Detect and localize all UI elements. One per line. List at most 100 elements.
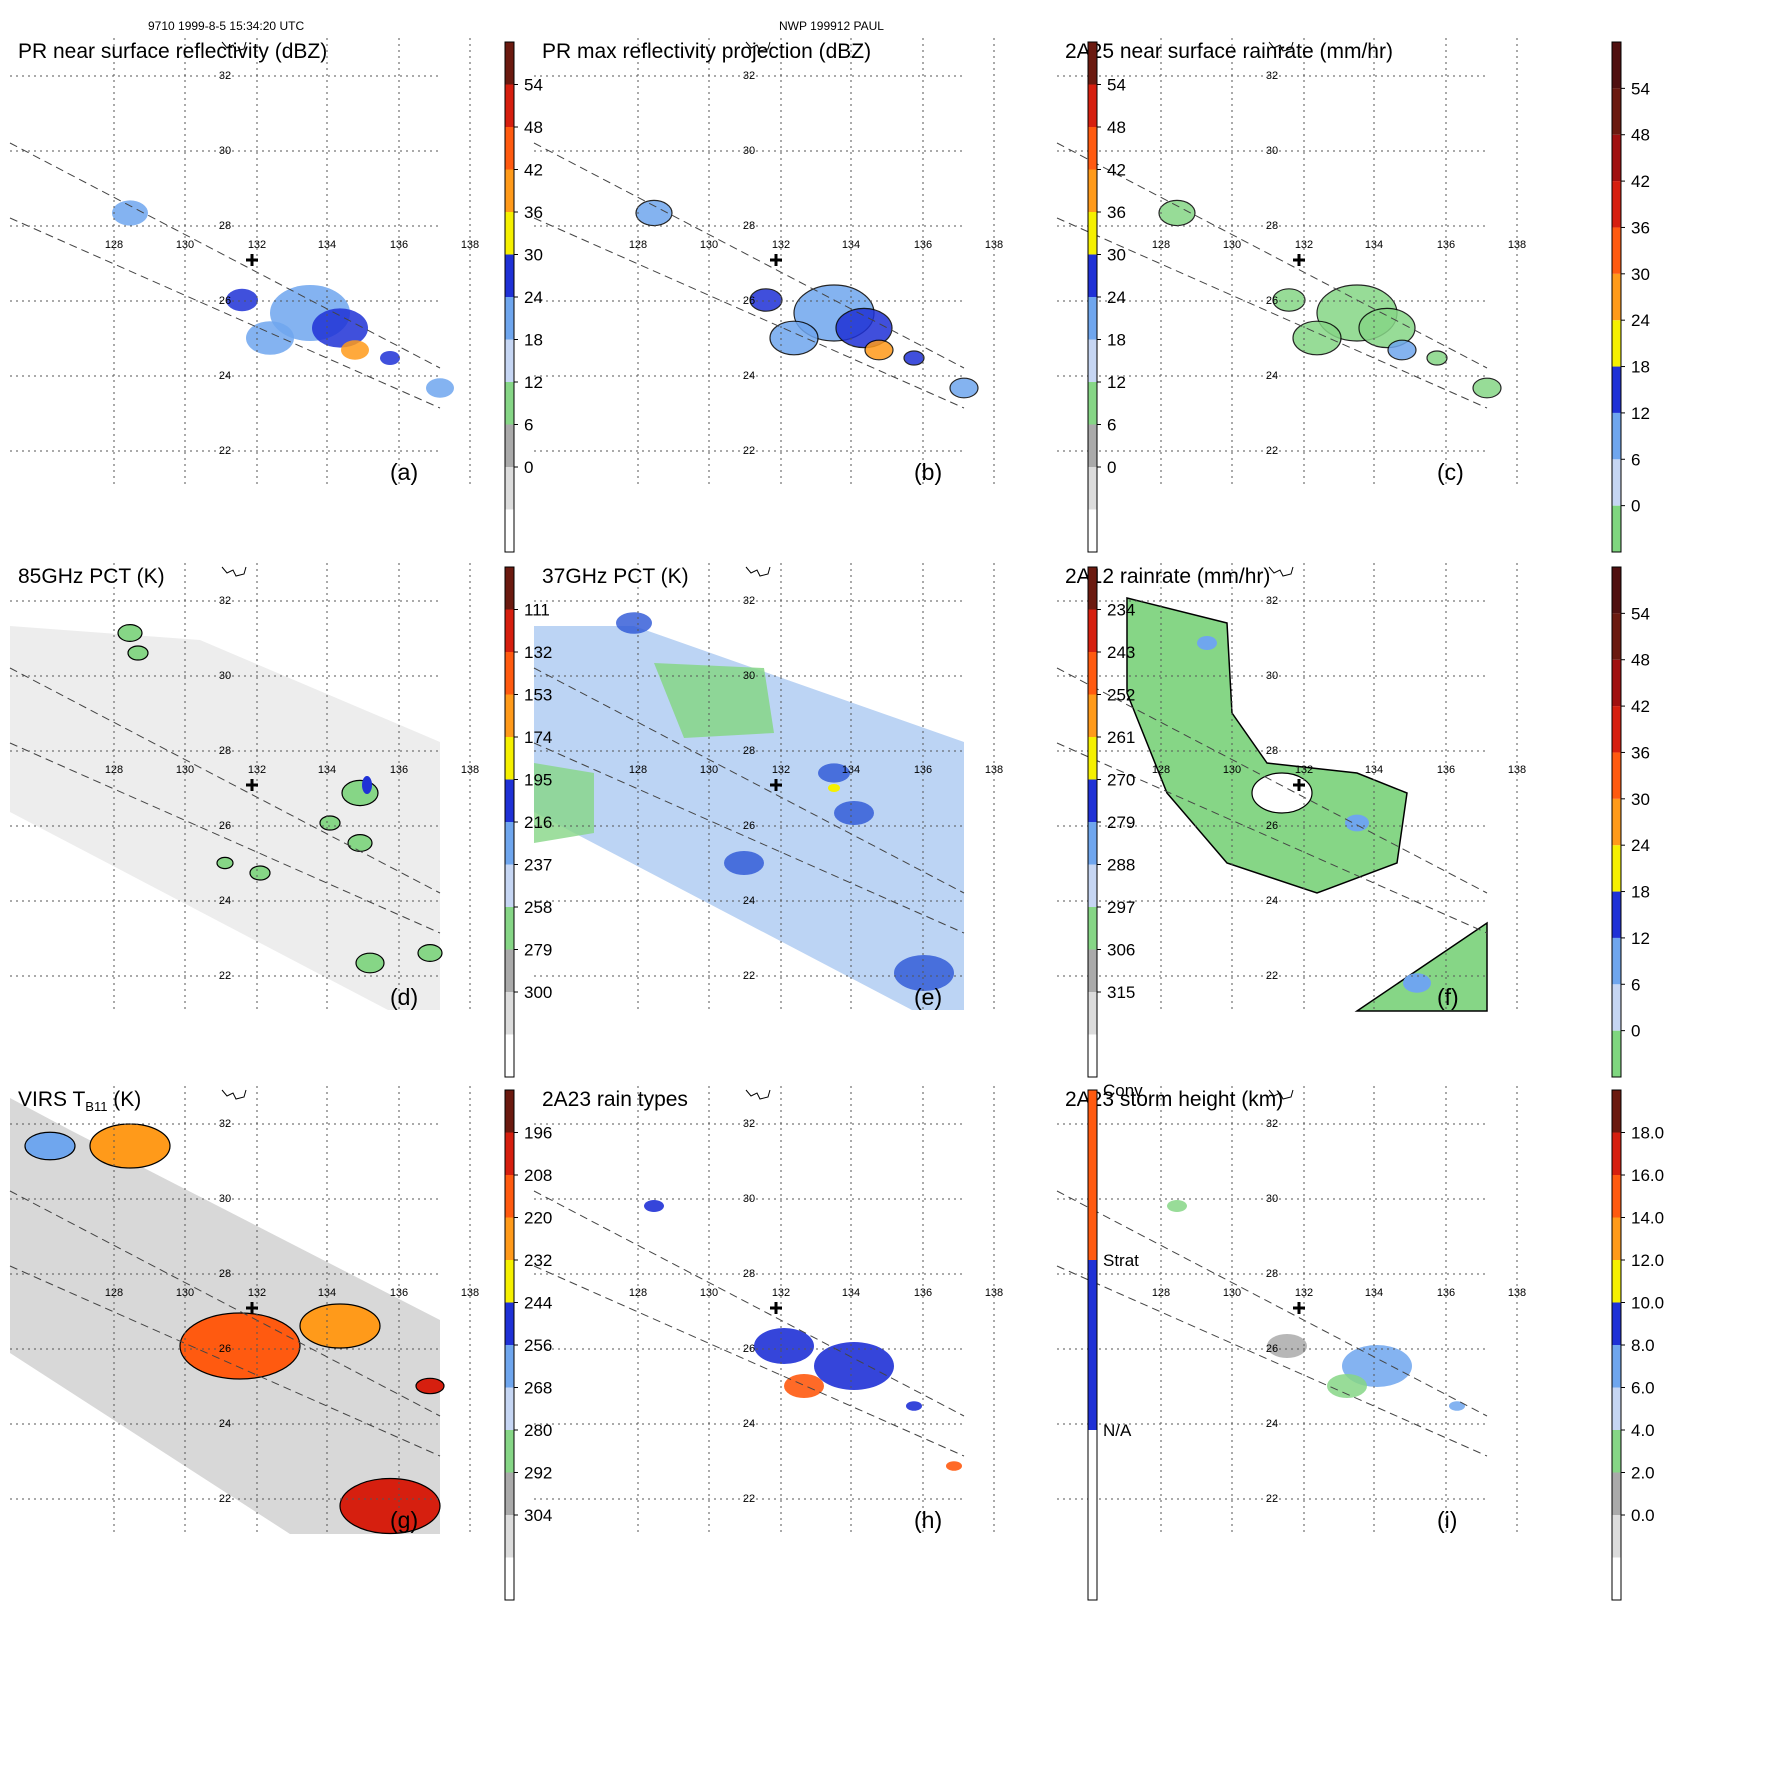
colorbar-tick-label: 288 [1107, 856, 1135, 875]
colorbar-tick-label: 42 [1631, 172, 1650, 191]
cold-cloud-region [319, 815, 341, 831]
longitude-tick-label: 136 [1437, 1287, 1455, 1299]
colorbar-segment [505, 822, 514, 865]
rain-echo [246, 321, 294, 355]
latitude-tick-label: 32 [219, 595, 231, 607]
colorbar-segment [505, 212, 514, 255]
colorbar-segment [505, 424, 514, 467]
colorbar-segment [1612, 706, 1621, 753]
longitude-tick-label: 134 [318, 764, 336, 776]
colorbar-segment [1088, 467, 1097, 510]
colorbar-tick-label: 24 [1631, 836, 1650, 855]
storm-height-region [1342, 1345, 1412, 1387]
colorbar-segment [505, 42, 514, 85]
panel-label: (f) [1437, 984, 1459, 1010]
colorbar-tick-label: 270 [1107, 771, 1135, 790]
coastline [221, 566, 247, 577]
colorbar-tick-label: 12.0 [1631, 1251, 1664, 1270]
colorbar-segment [1088, 212, 1097, 255]
colorbar-tick-label: 18 [524, 331, 543, 350]
colorbar-tick-label: 48 [1107, 118, 1126, 137]
colorbar-tick-label: 18 [1631, 358, 1650, 377]
colorbar-frame [1087, 1089, 1098, 1601]
latitude-tick-label: 30 [1266, 145, 1278, 157]
latitude-tick-label: 28 [743, 220, 755, 232]
scattering-region [834, 801, 874, 825]
panel-title: PR near surface reflectivity (dBZ) [18, 40, 327, 63]
colorbar-tick-label: 216 [524, 813, 552, 832]
latitude-tick-label: 28 [219, 745, 231, 757]
latitude-tick-label: 26 [219, 295, 231, 307]
colorbar-segment [1088, 297, 1097, 340]
storm-center-marker [246, 779, 258, 791]
storm-center-marker [770, 779, 782, 791]
colorbar-tick-label: 30 [1631, 790, 1650, 809]
colorbar-segment [505, 1430, 514, 1473]
latitude-tick-label: 30 [219, 145, 231, 157]
colorbar-segment [1088, 992, 1097, 1035]
swath-edge-line [1056, 667, 1488, 894]
longitude-tick-label: 138 [985, 764, 1003, 776]
latitude-tick-label: 24 [743, 895, 755, 907]
longitude-tick-label: 128 [105, 1287, 123, 1299]
colorbar-segment [1612, 1090, 1621, 1133]
latitude-tick-label: 24 [1266, 1418, 1278, 1430]
colorbar-tick-label: 30 [1631, 265, 1650, 284]
colorbar-segment [1088, 84, 1097, 127]
latitude-tick-label: 32 [1266, 1118, 1278, 1130]
colorbar-segment [1612, 1557, 1621, 1600]
colorbar-segment [505, 467, 514, 510]
latitude-tick-label: 32 [1266, 70, 1278, 82]
map-panel: 128 130 132 134 136 138 32 30 28 26 24 22 37GHz PCT … [533, 563, 1003, 1011]
swath-edge-line [9, 742, 441, 934]
panel-label: (g) [390, 1507, 418, 1533]
panel-title: 2A23 rain types [542, 1088, 688, 1111]
header-storm-name: NWP 199912 PAUL [779, 19, 884, 33]
colorbar-segment [1088, 652, 1097, 695]
storm-center-marker [770, 1302, 782, 1314]
colorbar-tick-label: 0 [524, 458, 533, 477]
swath-edge-line [9, 1190, 441, 1417]
cold-cloud-region [249, 865, 271, 881]
colorbar-tick-label: 48 [1631, 126, 1650, 145]
latitude-tick-label: 26 [1266, 295, 1278, 307]
colorbar-segment [505, 1515, 514, 1558]
colorbar-segment [1088, 169, 1097, 212]
colorbar-segment [1612, 320, 1621, 367]
colorbar-segment [1612, 1515, 1621, 1558]
longitude-tick-label: 128 [629, 1287, 647, 1299]
rain-echo [426, 378, 454, 398]
latitude-tick-label: 22 [219, 445, 231, 457]
colorbar-segment [1088, 1090, 1097, 1260]
longitude-tick-label: 132 [772, 764, 790, 776]
scattering-region [894, 955, 954, 991]
rain-echo [949, 377, 979, 399]
coastline [745, 566, 771, 577]
rain-echo [635, 199, 673, 227]
swath-edge-line [533, 1190, 965, 1417]
latitude-tick-label: 24 [1266, 895, 1278, 907]
cold-cloud-top [415, 1377, 445, 1395]
colorbar-tick-label: 12 [1631, 404, 1650, 423]
rain-type-region [946, 1461, 962, 1471]
colorbar-segment [1612, 1430, 1621, 1473]
map-panel: 128 130 132 134 136 138 32 30 28 26 24 22 2A12 rainr… [1056, 563, 1526, 1012]
colorbar-tick-label: 54 [1631, 79, 1650, 98]
swath-footprint [10, 626, 440, 1010]
rain-type-region [814, 1342, 894, 1390]
colorbar-segment [1612, 937, 1621, 985]
colorbar-tick-label: 256 [524, 1336, 552, 1355]
panel-label: (h) [914, 1507, 942, 1533]
swath-edge-line [533, 667, 965, 894]
latitude-tick-label: 30 [743, 145, 755, 157]
panel-label: (d) [390, 984, 418, 1010]
colorbar-tick-label: 8.0 [1631, 1336, 1655, 1355]
colorbar-tick-label: 0.0 [1631, 1506, 1655, 1525]
storm-center-marker [1293, 254, 1305, 266]
colorbar-tick-label: 42 [524, 161, 543, 180]
colorbar-segment [1612, 134, 1621, 182]
longitude-tick-label: 128 [1152, 1287, 1170, 1299]
longitude-tick-label: 136 [390, 1287, 408, 1299]
colorbar-tick-label: 24 [524, 288, 543, 307]
colorbar-tick-label: 244 [524, 1294, 552, 1313]
